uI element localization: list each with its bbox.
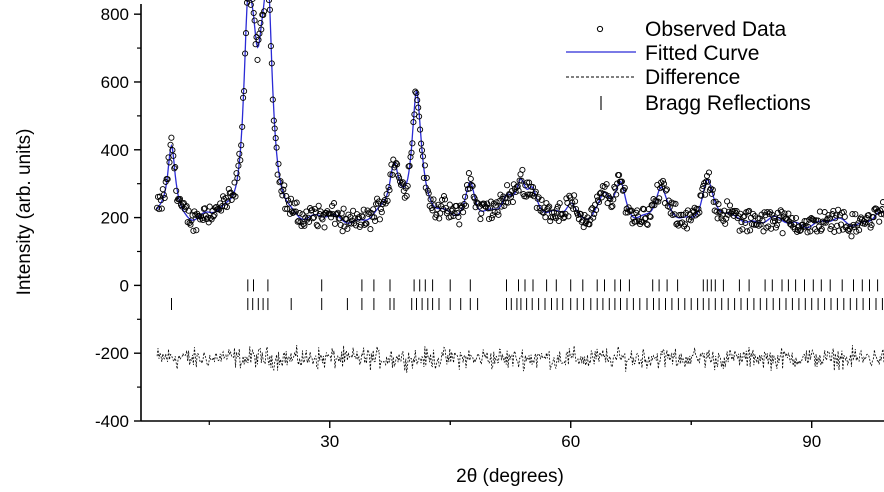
observed-point: [391, 157, 396, 162]
legend-label-observed: Observed Data: [645, 18, 787, 41]
observed-point: [780, 231, 785, 236]
observed-point: [657, 196, 662, 201]
legend-item-fitted: Fitted Curve: [566, 42, 759, 65]
observed-point: [849, 234, 854, 239]
observed-point: [332, 221, 337, 226]
plot-area: [155, 0, 884, 373]
y-tick-label: 0: [120, 276, 129, 295]
observed-point: [466, 171, 471, 176]
y-tick-label: 800: [101, 5, 129, 24]
observed-point: [793, 215, 798, 220]
observed-point: [543, 215, 548, 220]
legend: Observed Data Fitted Curve Difference Br…: [566, 18, 811, 115]
observed-point: [250, 0, 255, 2]
difference-series: [157, 345, 884, 373]
observed-point: [160, 187, 165, 192]
legend-symbol-observed: [597, 26, 602, 31]
x-axis-title: 2θ (degrees): [456, 466, 564, 487]
observed-point: [496, 212, 501, 217]
observed-point: [447, 202, 452, 207]
observed-point: [468, 176, 473, 181]
observed-point: [377, 217, 382, 222]
observed-point: [316, 203, 321, 208]
legend-item-bragg: Bragg Reflections: [601, 92, 811, 115]
x-ticks: 30 60 90: [209, 421, 821, 451]
x-tick-label: 90: [802, 432, 821, 451]
observed-point: [378, 206, 383, 211]
observed-point: [786, 211, 791, 216]
observed-point: [168, 142, 173, 147]
observed-point: [841, 209, 846, 214]
observed-point: [761, 229, 766, 234]
y-tick-label: -200: [95, 344, 129, 363]
legend-item-observed: Observed Data: [597, 18, 786, 41]
observed-point: [457, 222, 462, 227]
observed-point: [224, 205, 229, 210]
observed-point: [315, 224, 320, 229]
observed-point: [341, 206, 346, 211]
observed-point: [322, 225, 327, 230]
observed-point: [237, 151, 242, 156]
y-tick-label: 200: [101, 209, 129, 228]
observed-point: [379, 210, 384, 215]
observed-point: [880, 207, 884, 212]
observed-point: [664, 187, 669, 192]
observed-point: [255, 57, 260, 62]
legend-label-difference: Difference: [645, 66, 740, 89]
observed-point: [169, 135, 174, 140]
observed-point: [505, 183, 510, 188]
bragg-reflections-series: [172, 279, 883, 310]
observed-point: [842, 214, 847, 219]
y-tick-label: 400: [101, 141, 129, 160]
observed-point: [320, 217, 325, 222]
x-tick-label: 60: [561, 432, 580, 451]
y-tick-label: 600: [101, 73, 129, 92]
difference-line: [157, 345, 884, 373]
legend-label-bragg: Bragg Reflections: [645, 92, 811, 115]
y-tick-label: -400: [95, 412, 129, 431]
legend-label-fitted: Fitted Curve: [645, 42, 759, 65]
observed-point: [478, 217, 483, 222]
observed-point: [880, 200, 884, 205]
observed-point: [727, 203, 732, 208]
y-axis-title: Intensity (arb. units): [14, 129, 35, 296]
observed-point: [743, 220, 748, 225]
x-tick-label: 30: [320, 432, 339, 451]
legend-item-difference: Difference: [566, 66, 740, 89]
y-ticks: -400 -200 0 200 400 600 800: [95, 5, 141, 431]
observed-point: [368, 227, 373, 232]
observed-point: [877, 219, 882, 224]
observed-point: [520, 167, 525, 172]
